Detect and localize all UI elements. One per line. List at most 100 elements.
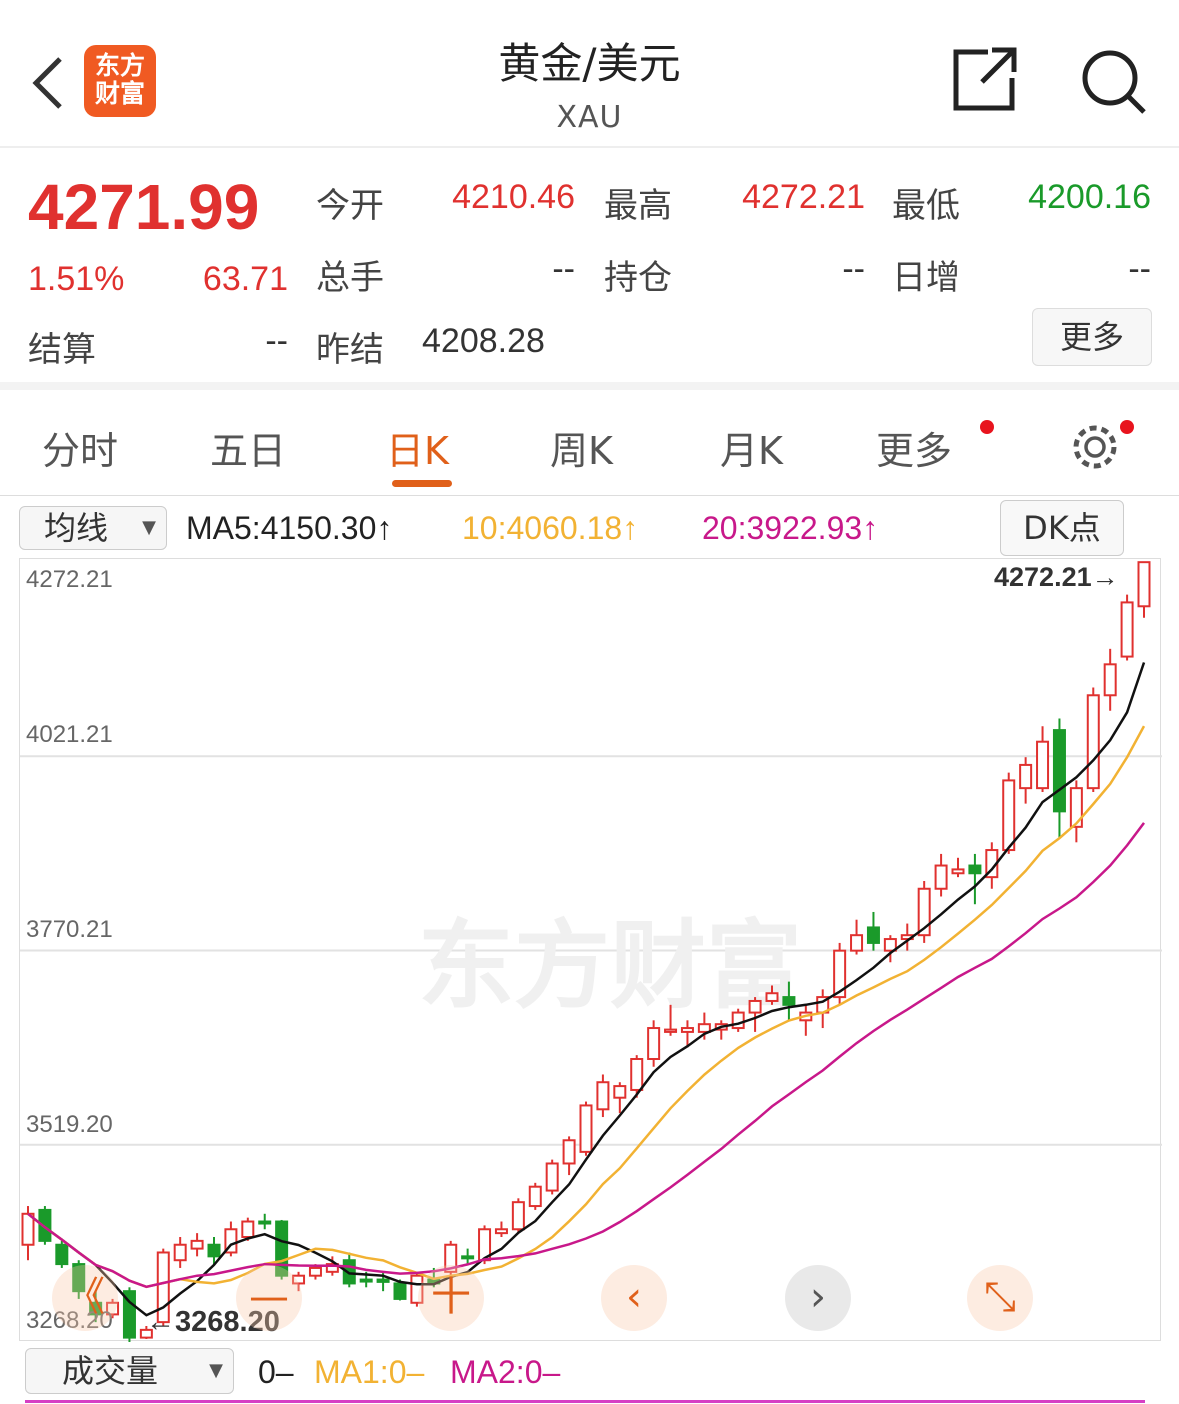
tab-more[interactable]: 更多 — [876, 429, 953, 473]
candle-up — [545, 1162, 559, 1192]
candle-up — [1002, 779, 1016, 852]
candle-up — [765, 992, 779, 1002]
last-price: 4271.99 — [28, 171, 260, 243]
caret-down-icon: ▼ — [209, 1360, 223, 1381]
volume-select-label: 成交量 — [62, 1352, 159, 1390]
tab-daily-k[interactable]: 日K — [386, 429, 449, 473]
tab-monthly-k[interactable]: 月K — [720, 429, 783, 473]
high-label: 最高 — [604, 186, 672, 226]
candle-up — [647, 1027, 661, 1061]
y-tick: 4272.21 — [26, 566, 113, 593]
zoom-out-button[interactable]: — — [236, 1265, 302, 1331]
active-tab-underline — [392, 480, 452, 487]
candle-down — [393, 1282, 407, 1300]
caret-down-icon: ▼ — [142, 517, 156, 538]
candle-up — [224, 1228, 238, 1254]
candle-down — [38, 1208, 52, 1242]
candle-up — [579, 1104, 593, 1153]
low-label: 最低 — [892, 186, 960, 226]
max-price-label: 4272.21→ — [994, 562, 1119, 592]
fullscreen-button[interactable]: ⤡ — [967, 1265, 1033, 1331]
volume-value: 0– — [258, 1354, 294, 1390]
zoom-in-button[interactable]: 十 — [418, 1265, 484, 1331]
volume-value: -- — [552, 250, 575, 288]
candle-up — [241, 1220, 255, 1239]
tab-five-day[interactable]: 五日 — [210, 429, 287, 473]
candle-down — [782, 996, 796, 1006]
indicator-select-label: 均线 — [44, 509, 109, 547]
candle-up — [731, 1011, 745, 1030]
scroll-left-button[interactable]: ‹ — [601, 1265, 667, 1331]
candle-up — [494, 1228, 508, 1235]
candle-up — [883, 938, 897, 952]
candle-up — [106, 1301, 120, 1316]
candle-up — [528, 1185, 542, 1208]
candle-down — [275, 1220, 289, 1277]
candle-down — [866, 926, 880, 944]
gear-icon[interactable] — [1070, 422, 1122, 474]
candle-up — [934, 864, 948, 890]
y-tick: 3268.20 — [26, 1307, 113, 1334]
open-value: 4210.46 — [452, 178, 575, 216]
candle-down — [359, 1278, 373, 1283]
kline-svg: 东方财富 — [20, 561, 1162, 1344]
candle-down — [461, 1255, 475, 1260]
prev-settle-value: 4208.28 — [422, 322, 545, 360]
tab-weekly-k[interactable]: 周K — [550, 429, 613, 473]
candle-down — [207, 1243, 221, 1258]
page-title: 黄金/美元 — [498, 39, 681, 88]
candle-up — [664, 1028, 678, 1033]
candle-up — [511, 1201, 525, 1231]
candle-up — [596, 1081, 610, 1111]
candle-up — [1086, 694, 1100, 790]
period-tabs: 分时 五日 日K 周K 月K 更多 — [0, 398, 1179, 496]
candle-up — [410, 1274, 424, 1304]
candle-up — [139, 1328, 153, 1339]
ma10-line — [27, 725, 1146, 1289]
daily-inc-label: 日增 — [892, 258, 960, 298]
chevron-left-icon[interactable] — [30, 55, 66, 111]
candle-up — [917, 887, 931, 937]
candle-down — [968, 864, 982, 875]
settle-value: -- — [265, 322, 288, 360]
share-icon[interactable] — [952, 46, 1022, 112]
candle-up — [1137, 561, 1151, 608]
candle-up — [833, 949, 847, 999]
volume-indicator-select[interactable]: 成交量 ▼ — [25, 1348, 234, 1394]
min-price-label: ←3268.20 — [146, 1306, 280, 1338]
low-value: 4200.16 — [1028, 178, 1151, 216]
ma20-value: 20:3922.93↑ — [702, 510, 879, 546]
candle-up — [1019, 763, 1033, 790]
candle-up — [1103, 663, 1117, 697]
volume-label: 总手 — [316, 258, 384, 298]
scroll-left-fast-button[interactable]: 《 — [52, 1265, 118, 1331]
position-label: 持仓 — [604, 258, 672, 298]
candle-up — [190, 1239, 204, 1250]
more-button[interactable]: 更多 — [1032, 308, 1152, 366]
dk-point-button[interactable]: DK点 — [1000, 500, 1124, 556]
candle-up — [680, 1027, 694, 1033]
candle-up — [156, 1251, 170, 1324]
tab-intraday[interactable]: 分时 — [42, 429, 119, 473]
kline-chart[interactable]: 东方财富 — [19, 558, 1162, 1344]
candle-down — [72, 1263, 86, 1293]
volume-ma1: MA1:0– — [314, 1354, 425, 1390]
candle-down — [89, 1301, 103, 1316]
ma20-line — [27, 822, 1145, 1289]
candle-up — [562, 1139, 576, 1165]
watermark: 东方财富 — [418, 910, 802, 1022]
candle-up — [444, 1243, 458, 1273]
search-icon[interactable] — [1080, 48, 1150, 114]
change-amount: 63.71 — [202, 260, 288, 298]
candle-down — [258, 1220, 272, 1225]
volume-ma2: MA2:0– — [450, 1354, 561, 1390]
y-tick: 3770.21 — [26, 916, 113, 943]
candle-up — [850, 934, 864, 952]
prev-settle-label: 昨结 — [316, 330, 384, 370]
indicator-select[interactable]: 均线 ▼ — [19, 506, 167, 550]
ma5-line — [27, 662, 1146, 1317]
scroll-right-button[interactable]: › — [785, 1265, 851, 1331]
ma10-value: 10:4060.18↑ — [462, 510, 639, 546]
header: 东方财富 黄金/美元 XAU — [0, 0, 1179, 148]
candle-down — [376, 1278, 390, 1283]
